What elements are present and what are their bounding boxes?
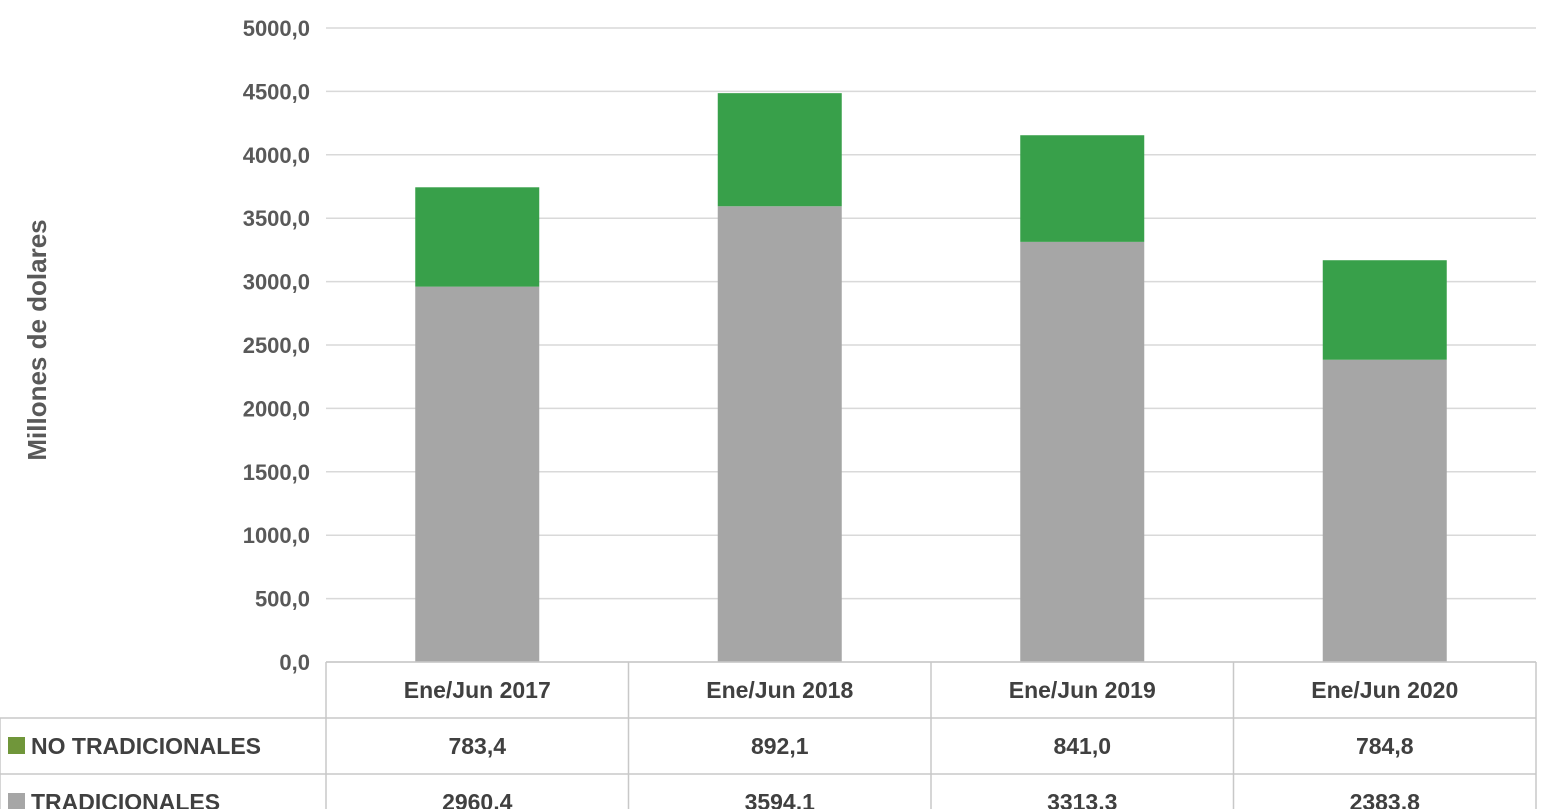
x-category-label: Ene/Jun 2017 xyxy=(404,677,551,703)
bar-segment xyxy=(1322,359,1447,662)
bar-segment xyxy=(1020,135,1145,242)
y-axis-title: Millones de dolares xyxy=(22,219,52,460)
bar-segment xyxy=(1322,260,1447,360)
data-table-value: 2960,4 xyxy=(442,789,513,809)
bar-segment xyxy=(717,206,842,662)
data-table-value: 3313,3 xyxy=(1047,789,1117,809)
x-category-label: Ene/Jun 2019 xyxy=(1009,677,1156,703)
legend-swatch xyxy=(8,737,25,754)
x-category-label: Ene/Jun 2018 xyxy=(706,677,853,703)
bars xyxy=(415,93,1447,662)
y-tick-label: 1500,0 xyxy=(243,460,310,485)
data-table-value: 892,1 xyxy=(751,733,809,759)
data-table-value: 3594,1 xyxy=(745,789,816,809)
data-table-value: 841,0 xyxy=(1053,733,1111,759)
bar-segment xyxy=(1020,241,1145,662)
y-tick-label: 4500,0 xyxy=(243,79,310,104)
y-tick-label: 3000,0 xyxy=(243,270,310,295)
data-table-value: 784,8 xyxy=(1356,733,1414,759)
data-table-value: 2383,8 xyxy=(1350,789,1421,809)
y-axis-ticks: 0,0 500,0 1000,0 1500,0 2000,0 2500,0 3000,0 35… xyxy=(243,16,310,675)
bar-segment xyxy=(415,286,540,662)
x-category-label: Ene/Jun 2020 xyxy=(1311,677,1458,703)
legend-label: TRADICIONALES xyxy=(31,789,220,809)
y-tick-label: 1000,0 xyxy=(243,523,310,548)
y-tick-label: 0,0 xyxy=(279,650,310,675)
y-tick-label: 4000,0 xyxy=(243,143,310,168)
legend-label: NO TRADICIONALES xyxy=(31,733,261,759)
data-table-value: 783,4 xyxy=(448,733,506,759)
y-tick-label: 2000,0 xyxy=(243,396,310,421)
y-tick-label: 5000,0 xyxy=(243,16,310,41)
data-table: Ene/Jun 2017 Ene/Jun 2018 Ene/Jun 2019 Ene/… xyxy=(0,661,1537,809)
y-tick-label: 2500,0 xyxy=(243,333,310,358)
legend-swatch xyxy=(8,793,25,809)
bar-segment xyxy=(717,93,842,207)
y-tick-label: 500,0 xyxy=(255,587,310,612)
bar-segment xyxy=(415,187,540,287)
y-tick-label: 3500,0 xyxy=(243,206,310,231)
